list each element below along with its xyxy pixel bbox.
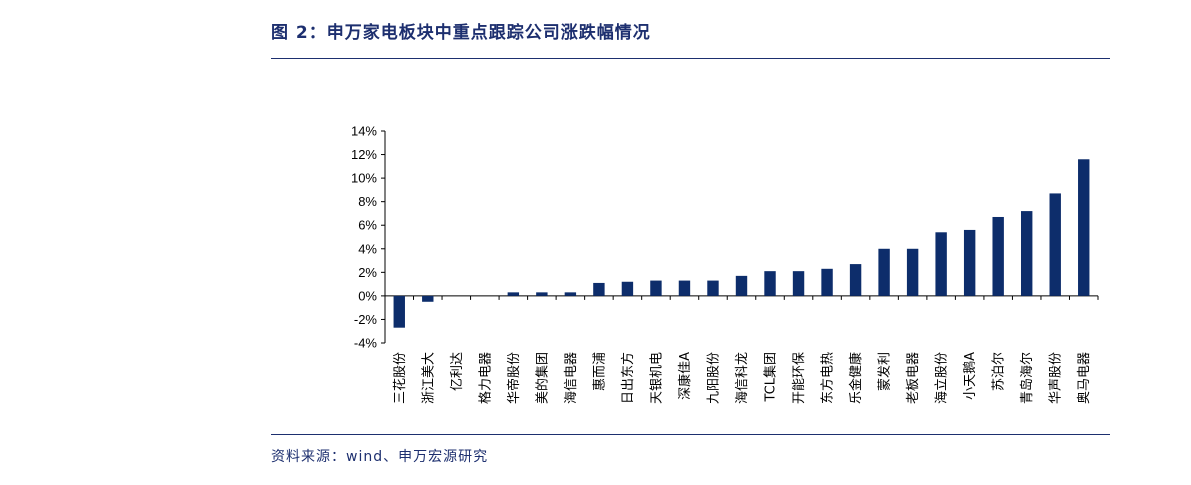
- source-note: 资料来源：wind、申万宏源研究: [271, 449, 489, 465]
- x-tick-label: 小天鹅A: [962, 352, 978, 400]
- y-axis: -4% -2% 0% 2% 4% 6% 8% 10% 12% 14%: [351, 124, 386, 351]
- title-divider: [271, 58, 1110, 59]
- bar: [906, 248, 919, 296]
- x-tick-labels: 三花股份 浙江美大 亿利达 格力电器 华帝股份 美的集团 海信电器 惠而浦 日出东方 天银机电 深康…: [392, 352, 1092, 404]
- bar: [792, 271, 805, 296]
- bar: [621, 281, 634, 296]
- bar: [735, 275, 748, 296]
- x-tick-label: 蒙发利: [877, 352, 893, 391]
- x-tick-label: 华帝股份: [506, 352, 522, 404]
- bar: [593, 282, 605, 296]
- bars: [393, 159, 1090, 328]
- y-tick-label: -2%: [354, 312, 378, 327]
- bar: [963, 229, 976, 296]
- x-tick-label: TCL集团: [763, 352, 779, 403]
- y-tick-label: 0%: [358, 288, 377, 303]
- bar: [992, 216, 1004, 296]
- bar: [764, 271, 776, 296]
- chart-title: 图 2：申万家电板块中重点跟踪公司涨跌幅情况: [271, 23, 651, 43]
- y-tick-label: 6%: [358, 218, 377, 233]
- bar: [821, 268, 833, 296]
- x-tick-label: 东方电热: [820, 352, 836, 404]
- x-tick-label: 开能环保: [792, 352, 807, 404]
- x-tick-label: 苏泊尔: [991, 352, 1007, 391]
- x-tick-label: 日出东方: [620, 352, 636, 404]
- x-tick-label: 华声股份: [1049, 352, 1064, 404]
- x-tick-label: 亿利达: [450, 352, 465, 391]
- bar: [1049, 193, 1061, 296]
- x-tick-label: 奥马电器: [1077, 352, 1092, 404]
- y-tick-label: 10%: [351, 171, 377, 186]
- bar: [935, 232, 947, 296]
- x-tick-label: 老板电器: [906, 352, 921, 404]
- source-divider: [271, 434, 1110, 435]
- x-tick-label: 惠而浦: [592, 352, 607, 391]
- bar: [1078, 159, 1090, 296]
- x-tick-label: 天银机电: [649, 352, 664, 404]
- x-tick-label: 格力电器: [477, 352, 493, 404]
- y-tick-label: 12%: [351, 147, 377, 162]
- bar: [849, 264, 862, 296]
- x-tick-label: 青岛海尔: [1019, 352, 1035, 404]
- y-tick-label: 4%: [358, 241, 377, 256]
- bar: [422, 295, 434, 302]
- bar: [507, 292, 520, 296]
- x-axis: [384, 295, 1099, 300]
- y-tick-label: 14%: [351, 124, 377, 139]
- x-tick-label: 海信电器: [564, 352, 579, 404]
- y-tick-label: 8%: [358, 194, 377, 209]
- bar: [564, 292, 577, 296]
- x-tick-label: 浙江美大: [421, 352, 436, 404]
- y-tick-label: -4%: [354, 336, 378, 351]
- x-tick-label: 美的集团: [534, 352, 550, 404]
- x-tick-label: 三花股份: [392, 352, 408, 404]
- bar: [1020, 211, 1033, 296]
- bar: [393, 295, 405, 328]
- bar: [878, 248, 890, 296]
- x-tick-label: 乐金健康: [848, 352, 864, 404]
- bar: [650, 280, 662, 296]
- x-tick-label: 海立股份: [935, 352, 950, 404]
- y-tick-label: 2%: [358, 265, 377, 280]
- bar: [536, 292, 548, 296]
- x-tick-label: 深康佳A: [677, 352, 693, 400]
- bar: [707, 280, 719, 296]
- bar: [678, 280, 691, 296]
- x-tick-label: 九阳股份: [706, 352, 721, 404]
- x-tick-label: 海信科龙: [735, 352, 750, 404]
